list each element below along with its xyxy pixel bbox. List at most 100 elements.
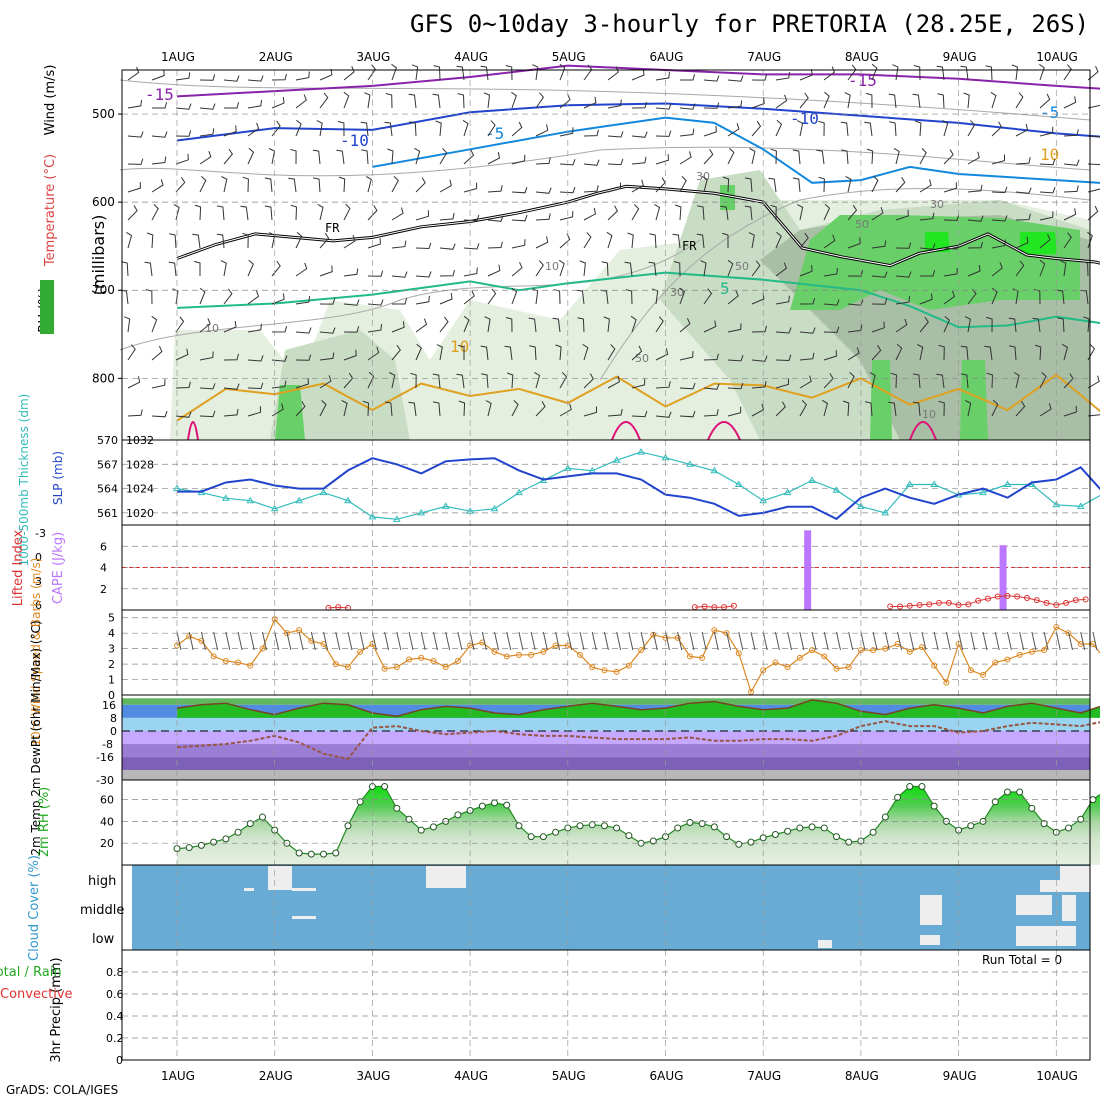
lifted-index-line <box>890 595 1086 607</box>
wind-speed-point <box>1028 648 1035 655</box>
precip-ylabel: 3hr Precip (mm) <box>49 957 64 1062</box>
rh-point <box>1089 796 1097 804</box>
x-tick-label-bottom: 3AUG <box>356 1069 390 1083</box>
wind-barb <box>991 186 1008 194</box>
wind-barb-10m <box>689 631 695 651</box>
wind-barb <box>1039 158 1056 166</box>
isotherm-label: FR <box>682 239 697 253</box>
wind-barb <box>895 318 908 333</box>
wind-barb-10m <box>335 631 341 651</box>
rh-point <box>295 849 303 857</box>
wind-barb-10m <box>286 631 292 651</box>
wind-barb <box>121 261 129 277</box>
wind-barb <box>535 187 552 194</box>
wind-barb <box>775 231 782 249</box>
wind-barb <box>744 177 753 193</box>
wind-barb <box>487 152 501 165</box>
isotherm-line <box>176 271 1100 329</box>
wind-barb <box>703 320 717 333</box>
wind-barb <box>295 327 312 334</box>
wind-barb <box>415 343 422 361</box>
wind-barb-10m <box>909 631 915 651</box>
wind-barb <box>127 66 140 81</box>
wind-barb <box>319 92 329 109</box>
footer-credit: GrADS: COLA/IGES <box>6 1083 119 1097</box>
wind-barb <box>223 125 237 137</box>
wind-tick-label: 5 <box>108 612 115 625</box>
wind-barb <box>175 348 189 361</box>
wind-barb <box>409 121 417 137</box>
wind-barb <box>727 259 734 277</box>
wind-barb <box>864 121 873 137</box>
wind-barb <box>919 148 927 165</box>
wind-speed-line <box>176 618 1100 694</box>
wind-barb-10m <box>432 631 438 651</box>
wind-barb <box>343 235 356 249</box>
wind-barb <box>487 185 503 193</box>
wind-barb <box>532 64 539 81</box>
temp-tick-label: 0 <box>110 725 117 738</box>
rh-point <box>588 821 596 829</box>
thickness-marker <box>1052 500 1061 508</box>
wind-barb <box>583 185 599 193</box>
lifted-index-point <box>1063 599 1070 606</box>
wind-barb <box>895 296 911 305</box>
wind-barb <box>151 69 165 81</box>
wind-barb <box>247 382 264 390</box>
x-tick-label-top: 4AUG <box>454 50 488 64</box>
wind-barb <box>487 241 503 249</box>
rh-point <box>771 830 779 838</box>
wind-barb <box>199 150 212 165</box>
wind-barb <box>484 316 491 333</box>
wind-barb <box>439 148 448 165</box>
wind-barb <box>414 147 421 165</box>
rh-point <box>405 815 413 823</box>
wind-barb <box>367 299 384 306</box>
wind-barb <box>247 75 264 82</box>
precip-legend-convective: Convective <box>0 987 73 1002</box>
wind-barb <box>336 149 345 165</box>
wind-barb <box>579 260 586 277</box>
temp-tick-label: 8 <box>110 712 117 725</box>
wind-barb <box>319 400 327 417</box>
wind-speed-point <box>906 648 913 655</box>
rh-point <box>246 820 254 828</box>
cape-tick-label: 4 <box>100 562 107 575</box>
wind-barb <box>175 381 191 389</box>
wind-barb <box>319 375 332 389</box>
wind-speed-point <box>406 656 413 663</box>
wind-barb <box>701 175 708 193</box>
wind-barb <box>583 373 594 389</box>
rh-point <box>613 824 621 832</box>
wind-barb <box>607 375 620 389</box>
rh-point <box>845 838 853 846</box>
rh-point <box>222 835 230 843</box>
wind-barb <box>751 260 761 277</box>
rh-contour-1 <box>119 146 1091 177</box>
wind-barb <box>535 92 545 109</box>
wind-barb-10m <box>811 631 817 651</box>
rh-point <box>393 804 401 812</box>
x-tick-label-bottom: 1AUG <box>161 1069 195 1083</box>
wind-barb <box>775 295 790 305</box>
wind-speed-point <box>430 658 437 664</box>
rh-point <box>454 811 462 819</box>
wind-barb <box>631 68 645 81</box>
wind-barb <box>775 119 783 137</box>
wind-barb <box>895 209 909 221</box>
wind-barb <box>295 71 310 81</box>
wind-barb <box>415 271 432 278</box>
wind-barb <box>271 325 288 333</box>
wind-barb <box>840 121 849 137</box>
wind-barb <box>847 237 861 249</box>
wind-barb <box>1015 213 1031 221</box>
rh-point <box>185 844 193 852</box>
wind-barb <box>582 343 589 361</box>
rh-point <box>503 801 511 809</box>
wind-barb <box>458 344 465 360</box>
wind-barb <box>1032 317 1041 333</box>
wind-barb <box>127 376 141 389</box>
wind-barb <box>847 270 864 277</box>
wind-barb <box>559 210 574 221</box>
